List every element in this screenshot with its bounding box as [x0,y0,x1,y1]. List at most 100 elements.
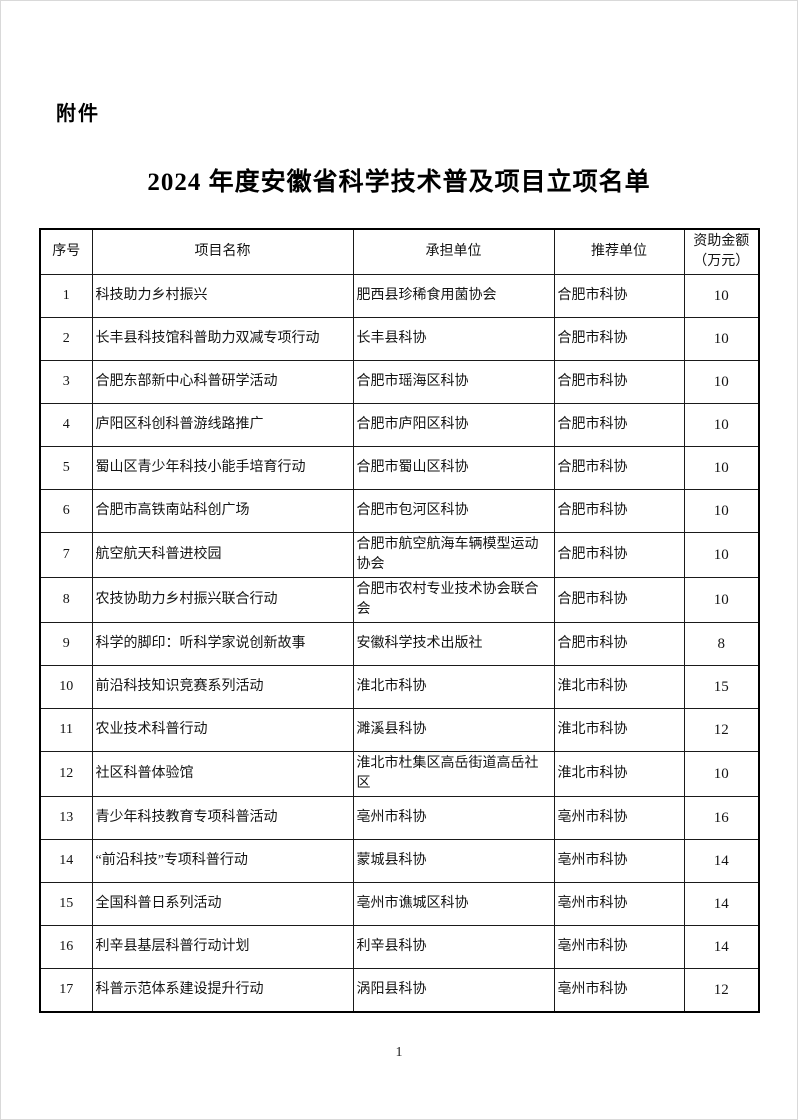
cell-serial-number: 13 [39,796,93,840]
cell-undertaking-unit: 涡阳县科协 [352,968,555,1012]
cell-serial-number: 1 [39,274,93,318]
cell-serial-number: 10 [39,665,93,709]
cell-funding-amount: 10 [683,274,760,318]
cell-project-name: 科学的脚印：听科学家说创新故事 [91,622,354,666]
table-row: 6 合肥市高铁南站科创广场 合肥市包河区科协 合肥市科协 10 [39,489,760,533]
table-row: 15 全国科普日系列活动 亳州市谯城区科协 亳州市科协 14 [39,882,760,926]
cell-serial-number: 5 [39,446,93,490]
cell-undertaking-unit: 利辛县科协 [352,925,555,969]
cell-recommending-unit: 亳州市科协 [553,839,685,883]
cell-undertaking-unit: 合肥市瑶海区科协 [352,360,555,404]
cell-undertaking-unit: 濉溪县科协 [352,708,555,752]
cell-serial-number: 16 [39,925,93,969]
cell-funding-amount: 14 [683,882,760,926]
cell-serial-number: 11 [39,708,93,752]
cell-serial-number: 14 [39,839,93,883]
header-project-name: 项目名称 [91,228,354,275]
cell-funding-amount: 10 [683,577,760,623]
table-row: 12 社区科普体验馆 淮北市杜集区高岳街道高岳社区 淮北市科协 10 [39,751,760,797]
cell-project-name: “前沿科技”专项科普行动 [91,839,354,883]
cell-recommending-unit: 亳州市科协 [553,796,685,840]
cell-recommending-unit: 合肥市科协 [553,360,685,404]
cell-recommending-unit: 亳州市科协 [553,925,685,969]
cell-recommending-unit: 亳州市科协 [553,968,685,1012]
cell-project-name: 青少年科技教育专项科普活动 [91,796,354,840]
cell-funding-amount: 10 [683,532,760,578]
cell-recommending-unit: 合肥市科协 [553,489,685,533]
cell-project-name: 农业技术科普行动 [91,708,354,752]
cell-recommending-unit: 合肥市科协 [553,403,685,447]
cell-serial-number: 17 [39,968,93,1012]
cell-undertaking-unit: 亳州市科协 [352,796,555,840]
table-row: 9 科学的脚印：听科学家说创新故事 安徽科学技术出版社 合肥市科协 8 [39,622,760,666]
cell-undertaking-unit: 合肥市包河区科协 [352,489,555,533]
cell-undertaking-unit: 合肥市农村专业技术协会联合会 [352,577,555,623]
table-row: 2 长丰县科技馆科普助力双减专项行动 长丰县科协 合肥市科协 10 [39,317,760,361]
cell-recommending-unit: 合肥市科协 [553,577,685,623]
cell-serial-number: 12 [39,751,93,797]
header-funding-amount: 资助金额（万元） [683,228,760,275]
cell-project-name: 合肥东部新中心科普研学活动 [91,360,354,404]
header-serial-number: 序号 [39,228,93,275]
table-row: 11 农业技术科普行动 濉溪县科协 淮北市科协 12 [39,708,760,752]
cell-project-name: 合肥市高铁南站科创广场 [91,489,354,533]
cell-recommending-unit: 淮北市科协 [553,751,685,797]
cell-project-name: 全国科普日系列活动 [91,882,354,926]
cell-project-name: 科普示范体系建设提升行动 [91,968,354,1012]
table-row: 16 利辛县基层科普行动计划 利辛县科协 亳州市科协 14 [39,925,760,969]
cell-funding-amount: 12 [683,708,760,752]
cell-recommending-unit: 合肥市科协 [553,622,685,666]
table-row: 17 科普示范体系建设提升行动 涡阳县科协 亳州市科协 12 [39,968,760,1012]
cell-project-name: 前沿科技知识竞赛系列活动 [91,665,354,709]
cell-funding-amount: 10 [683,403,760,447]
cell-serial-number: 6 [39,489,93,533]
cell-funding-amount: 10 [683,360,760,404]
table-body: 1 科技助力乡村振兴 肥西县珍稀食用菌协会 合肥市科协 10 2 长丰县科技馆科普助力双减专… [39,274,760,1012]
cell-project-name: 农技协助力乡村振兴联合行动 [91,577,354,623]
cell-funding-amount: 10 [683,446,760,490]
cell-funding-amount: 14 [683,839,760,883]
table-row: 3 合肥东部新中心科普研学活动 合肥市瑶海区科协 合肥市科协 10 [39,360,760,404]
cell-funding-amount: 10 [683,317,760,361]
cell-serial-number: 7 [39,532,93,578]
cell-undertaking-unit: 蒙城县科协 [352,839,555,883]
cell-recommending-unit: 合肥市科协 [553,532,685,578]
cell-undertaking-unit: 亳州市谯城区科协 [352,882,555,926]
cell-undertaking-unit: 长丰县科协 [352,317,555,361]
cell-project-name: 长丰县科技馆科普助力双减专项行动 [91,317,354,361]
cell-undertaking-unit: 淮北市科协 [352,665,555,709]
cell-undertaking-unit: 安徽科学技术出版社 [352,622,555,666]
page-number: 1 [395,1044,403,1060]
cell-undertaking-unit: 合肥市航空航海车辆模型运动协会 [352,532,555,578]
cell-funding-amount: 15 [683,665,760,709]
table-row: 5 蜀山区青少年科技小能手培育行动 合肥市蜀山区科协 合肥市科协 10 [39,446,760,490]
cell-recommending-unit: 淮北市科协 [553,708,685,752]
cell-project-name: 利辛县基层科普行动计划 [91,925,354,969]
cell-serial-number: 15 [39,882,93,926]
cell-funding-amount: 12 [683,968,760,1012]
cell-undertaking-unit: 合肥市庐阳区科协 [352,403,555,447]
cell-funding-amount: 10 [683,489,760,533]
cell-undertaking-unit: 淮北市杜集区高岳街道高岳社区 [352,751,555,797]
table-row: 4 庐阳区科创科普游线路推广 合肥市庐阳区科协 合肥市科协 10 [39,403,760,447]
cell-recommending-unit: 合肥市科协 [553,317,685,361]
page-title: 2024 年度安徽省科学技术普及项目立项名单 [147,169,651,196]
cell-serial-number: 8 [39,577,93,623]
table-row: 7 航空航天科普进校园 合肥市航空航海车辆模型运动协会 合肥市科协 10 [39,532,760,578]
table-row: 10 前沿科技知识竞赛系列活动 淮北市科协 淮北市科协 15 [39,665,760,709]
cell-serial-number: 3 [39,360,93,404]
cell-undertaking-unit: 肥西县珍稀食用菌协会 [352,274,555,318]
cell-funding-amount: 16 [683,796,760,840]
header-undertaking-unit: 承担单位 [352,228,555,275]
table-row: 13 青少年科技教育专项科普活动 亳州市科协 亳州市科协 16 [39,796,760,840]
header-recommending-unit: 推荐单位 [553,228,685,275]
cell-project-name: 航空航天科普进校园 [91,532,354,578]
cell-funding-amount: 10 [683,751,760,797]
cell-undertaking-unit: 合肥市蜀山区科协 [352,446,555,490]
table-row: 1 科技助力乡村振兴 肥西县珍稀食用菌协会 合肥市科协 10 [39,274,760,318]
table-header-row: 序号 项目名称 承担单位 推荐单位 资助金额（万元） [39,228,760,275]
attachment-label: 附件 [56,103,100,125]
cell-recommending-unit: 淮北市科协 [553,665,685,709]
cell-project-name: 社区科普体验馆 [91,751,354,797]
